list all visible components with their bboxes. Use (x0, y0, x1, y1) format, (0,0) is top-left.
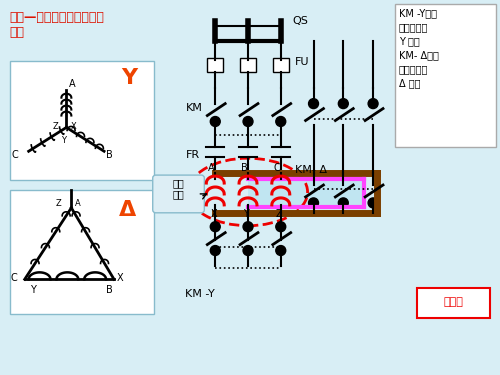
Text: A: A (208, 163, 215, 173)
Text: 主电路: 主电路 (444, 297, 464, 307)
Text: KM: KM (186, 103, 202, 112)
Circle shape (368, 198, 378, 208)
Circle shape (338, 99, 348, 109)
FancyBboxPatch shape (10, 61, 154, 180)
Text: Y: Y (62, 136, 66, 146)
Circle shape (338, 198, 348, 208)
Text: 电机
绕组: 电机 绕组 (172, 178, 184, 200)
Bar (240, 58, 256, 72)
Circle shape (243, 117, 253, 126)
Text: Z: Z (52, 122, 58, 131)
Text: C: C (274, 163, 280, 173)
Circle shape (210, 246, 220, 255)
Circle shape (276, 246, 285, 255)
Text: KM -Y闭合
，电机接成
Y 形；
KM- Δ闭合
，电机接成
Δ 形。: KM -Y闭合 ，电机接成 Y 形； KM- Δ闭合 ，电机接成 Δ 形。 (399, 8, 439, 88)
Text: 星形—三角形降压启动控制: 星形—三角形降压启动控制 (10, 11, 104, 24)
Circle shape (243, 246, 253, 255)
Text: FU: FU (294, 57, 309, 67)
Text: A: A (70, 79, 76, 89)
Bar (248, 179, 364, 207)
Text: X: X (210, 209, 217, 219)
Bar (273, 58, 288, 72)
Text: Y: Y (121, 68, 137, 88)
Text: Z: Z (276, 209, 282, 219)
Text: C: C (12, 150, 18, 160)
Circle shape (210, 222, 220, 232)
Text: Δ: Δ (119, 200, 136, 220)
Text: FR: FR (186, 150, 200, 160)
Text: C: C (11, 273, 18, 283)
FancyBboxPatch shape (152, 175, 204, 213)
Text: Y: Y (243, 209, 249, 219)
Circle shape (276, 117, 285, 126)
Circle shape (368, 99, 378, 109)
FancyBboxPatch shape (10, 190, 154, 314)
Text: KM -Y: KM -Y (186, 289, 215, 299)
Text: B: B (106, 285, 113, 295)
FancyBboxPatch shape (395, 4, 496, 147)
Text: Y: Y (30, 285, 36, 295)
Text: 线路: 线路 (10, 26, 25, 39)
Text: B: B (241, 163, 248, 173)
Circle shape (276, 222, 285, 232)
Circle shape (308, 99, 318, 109)
FancyBboxPatch shape (417, 288, 490, 318)
Circle shape (210, 117, 220, 126)
Circle shape (243, 222, 253, 232)
Bar (208, 58, 223, 72)
Text: QS: QS (292, 16, 308, 26)
Text: KM- Δ: KM- Δ (294, 165, 326, 175)
Text: B: B (106, 150, 113, 160)
Text: X: X (70, 122, 76, 131)
Text: A: A (76, 199, 81, 208)
Circle shape (308, 198, 318, 208)
Text: Z: Z (56, 199, 61, 208)
Text: X: X (117, 273, 123, 283)
